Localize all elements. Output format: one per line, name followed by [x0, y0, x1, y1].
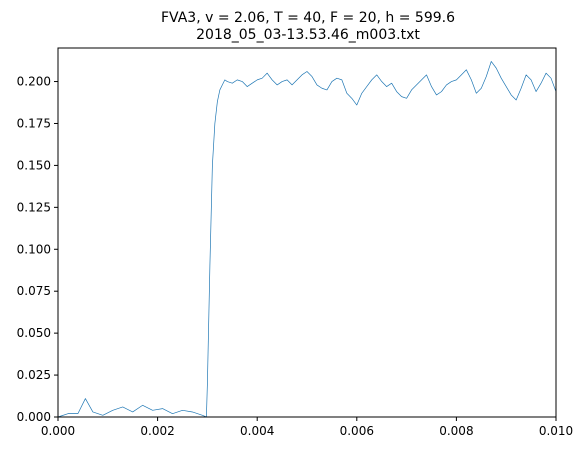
plot-area	[57, 47, 557, 418]
y-tick-label-4: 0.100	[17, 242, 51, 256]
y-tick-label-2: 0.050	[17, 326, 51, 340]
series-layer	[57, 61, 557, 418]
y-tick-label-8: 0.200	[17, 75, 51, 89]
x-tick-label-3: 0.006	[340, 424, 374, 438]
x-axis: 0.000 0.002 0.004 0.006 0.008 0.010	[41, 417, 573, 438]
axes-frame	[57, 47, 557, 418]
y-tick-label-7: 0.175	[17, 116, 51, 130]
series-line-0	[57, 61, 557, 418]
x-tick-label-4: 0.008	[439, 424, 473, 438]
y-tick-label-0: 0.000	[17, 410, 51, 424]
y-tick-label-5: 0.125	[17, 200, 51, 214]
chart-title-line1: FVA3, v = 2.06, T = 40, F = 20, h = 599.…	[161, 10, 455, 26]
x-tick-label-2: 0.004	[240, 424, 274, 438]
x-tick-label-1: 0.002	[140, 424, 174, 438]
x-tick-label-5: 0.010	[539, 424, 573, 438]
y-tick-label-1: 0.025	[17, 368, 51, 382]
y-tick-label-3: 0.075	[17, 284, 51, 298]
y-tick-label-6: 0.150	[17, 158, 51, 172]
x-tick-label-0: 0.000	[41, 424, 75, 438]
y-axis: 0.000 0.025 0.050 0.075 0.100 0.125 0.150 0.175…	[17, 75, 58, 424]
chart-title-line2: 2018_05_03-13.53.46_m003.txt	[196, 27, 420, 43]
